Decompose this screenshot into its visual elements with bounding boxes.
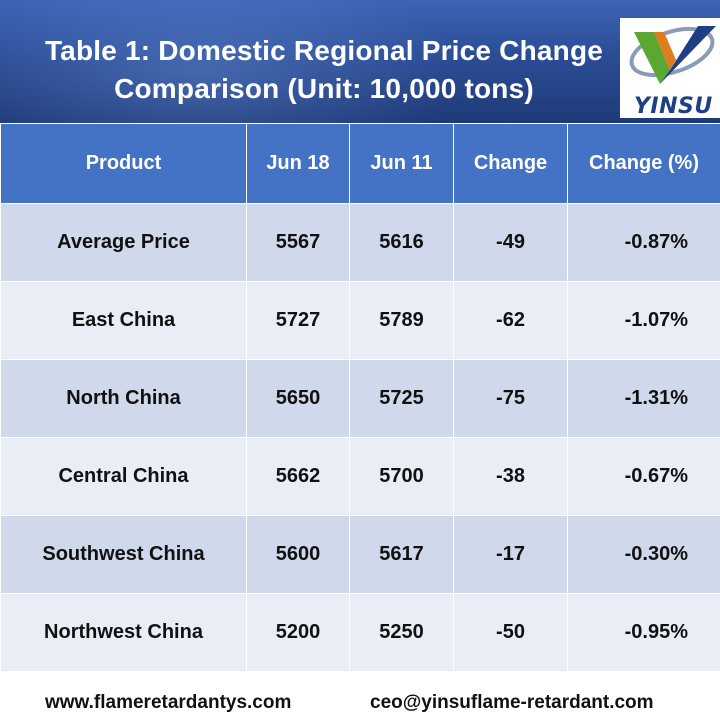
website-link[interactable]: www.flameretardantys.com — [45, 692, 292, 713]
column-header-change-pct: Change (%) — [567, 123, 720, 204]
cell-jun18: 5600 — [246, 515, 350, 594]
yinsu-logo: YINSU — [620, 18, 720, 118]
cell-jun11: 5700 — [349, 437, 454, 516]
column-header-jun11: Jun 11 — [349, 123, 454, 204]
cell-change-pct: -0.30% — [567, 515, 720, 594]
table-row: Average Price 5567 5616 -49 -0.87% — [0, 203, 720, 282]
table-header-row: Product Jun 18 Jun 11 Change Change (%) — [0, 123, 720, 204]
cell-change-pct: -0.95% — [567, 593, 720, 672]
cell-jun18: 5662 — [246, 437, 350, 516]
table-row: Southwest China 5600 5617 -17 -0.30% — [0, 515, 720, 594]
page-title: Table 1: Domestic Regional Price Change … — [0, 32, 648, 108]
email-link[interactable]: ceo@yinsuflame-retardant.com — [370, 692, 654, 713]
price-change-table: Product Jun 18 Jun 11 Change Change (%) … — [0, 123, 720, 672]
cell-jun11: 5250 — [349, 593, 454, 672]
cell-product: East China — [0, 281, 247, 360]
logo-wordmark: YINSU — [634, 94, 713, 119]
column-header-jun18: Jun 18 — [246, 123, 350, 204]
title-line-2: Comparison (Unit: 10,000 tons) — [114, 73, 534, 104]
table-row: Northwest China 5200 5250 -50 -0.95% — [0, 593, 720, 672]
cell-change-pct: -1.07% — [567, 281, 720, 360]
cell-change: -62 — [453, 281, 568, 360]
cell-jun18: 5650 — [246, 359, 350, 438]
table-row: Central China 5662 5700 -38 -0.67% — [0, 437, 720, 516]
cell-product: North China — [0, 359, 247, 438]
cell-change: -75 — [453, 359, 568, 438]
cell-product: Average Price — [0, 203, 247, 282]
cell-change-pct: -0.67% — [567, 437, 720, 516]
cell-product: Northwest China — [0, 593, 247, 672]
cell-change: -49 — [453, 203, 568, 282]
cell-jun11: 5725 — [349, 359, 454, 438]
cell-change: -50 — [453, 593, 568, 672]
cell-change-pct: -1.31% — [567, 359, 720, 438]
cell-jun11: 5617 — [349, 515, 454, 594]
table-row: North China 5650 5725 -75 -1.31% — [0, 359, 720, 438]
column-header-change: Change — [453, 123, 568, 204]
cell-change: -17 — [453, 515, 568, 594]
title-line-1: Table 1: Domestic Regional Price Change — [44, 35, 604, 66]
cell-jun18: 5200 — [246, 593, 350, 672]
table-row: East China 5727 5789 -62 -1.07% — [0, 281, 720, 360]
cell-jun11: 5789 — [349, 281, 454, 360]
footer: www.flameretardantys.com ceo@yinsuflame-… — [0, 680, 720, 720]
cell-change: -38 — [453, 437, 568, 516]
cell-jun18: 5727 — [246, 281, 350, 360]
cell-product: Central China — [0, 437, 247, 516]
cell-jun11: 5616 — [349, 203, 454, 282]
cell-change-pct: -0.87% — [567, 203, 720, 282]
cell-jun18: 5567 — [246, 203, 350, 282]
cell-product: Southwest China — [0, 515, 247, 594]
title-banner: Table 1: Domestic Regional Price Change … — [0, 0, 720, 123]
v-mark-icon — [629, 26, 716, 84]
column-header-product: Product — [0, 123, 247, 204]
